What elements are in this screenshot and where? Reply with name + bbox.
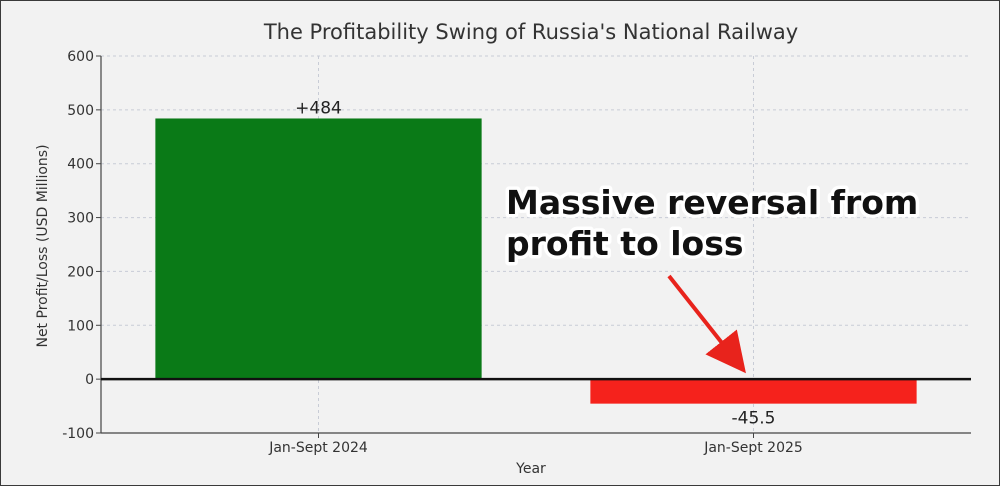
y-tick-label: 300 — [67, 211, 94, 227]
annotation-arrow — [667, 274, 746, 374]
annotation-line-1: Massive reversal from — [506, 183, 918, 222]
y-tick-label: -100 — [62, 426, 94, 442]
y-tick-label: 200 — [67, 264, 94, 280]
y-tick-label: 600 — [67, 49, 94, 65]
x-tick-label: Jan-Sept 2025 — [703, 440, 803, 456]
data-label-2: -45.5 — [732, 409, 776, 429]
annotation-line-2: profit to loss — [506, 224, 744, 263]
bar-2 — [590, 379, 917, 404]
y-axis-label: Net Profit/Loss (USD Millions) — [35, 144, 51, 347]
y-tick-label: 500 — [67, 103, 94, 119]
chart-title: The Profitability Swing of Russia's Nati… — [263, 20, 798, 44]
y-tick-label: 0 — [85, 372, 94, 388]
data-label-1: +484 — [295, 98, 342, 118]
y-tick-label: 100 — [67, 318, 94, 334]
x-tick-label: Jan-Sept 2024 — [268, 440, 368, 456]
bar-1 — [155, 118, 482, 380]
y-tick-label: 400 — [67, 157, 94, 173]
x-axis-label: Year — [515, 461, 546, 477]
